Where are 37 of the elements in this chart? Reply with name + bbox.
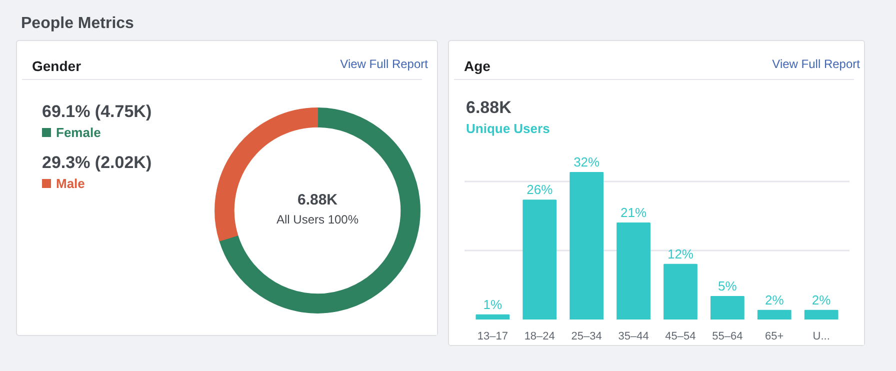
bar — [476, 314, 510, 320]
x-tick-label: 18–24 — [524, 330, 555, 342]
legend-label: Male — [55, 175, 86, 194]
bar — [664, 264, 698, 320]
data-label: 1% — [483, 296, 503, 312]
legend-label: Female — [55, 124, 102, 142]
x-tick-label: 13–17 — [477, 330, 508, 342]
bar — [804, 310, 838, 320]
text: 6.88K — [466, 97, 512, 119]
text: View Full Report — [340, 56, 428, 73]
data-label: 29.3% (2.02K) — [42, 152, 152, 174]
data-label: 12% — [667, 246, 694, 262]
x-tick-label: 45–54 — [665, 330, 696, 342]
chart-title: Gender — [32, 57, 82, 76]
x-tick-label: 35–44 — [618, 330, 649, 342]
x-tick-label: 65+ — [765, 330, 784, 342]
bar — [757, 310, 792, 320]
bar — [710, 296, 744, 320]
text: People Metrics — [21, 15, 134, 32]
data-label: 32% — [574, 154, 600, 170]
data-label: 21% — [620, 205, 647, 220]
data-label: 5% — [718, 278, 738, 294]
bar — [616, 222, 650, 320]
chart-title: Age — [464, 57, 490, 76]
data-label: 2% — [764, 292, 784, 308]
text: All Users 100% — [276, 212, 359, 227]
text: Unique Users — [466, 120, 550, 138]
bar — [570, 172, 604, 320]
data-label: 26% — [526, 182, 554, 198]
x-tick-label: 55–64 — [712, 330, 743, 342]
data-label: 69.1% (4.75K) — [42, 101, 152, 123]
bar — [522, 200, 557, 320]
text: View Full Report — [772, 56, 860, 73]
x-tick-label: 25–34 — [571, 330, 602, 342]
text: 6.88K — [297, 191, 338, 208]
x-tick-label: U... — [812, 330, 830, 342]
data-label: 2% — [812, 292, 832, 308]
